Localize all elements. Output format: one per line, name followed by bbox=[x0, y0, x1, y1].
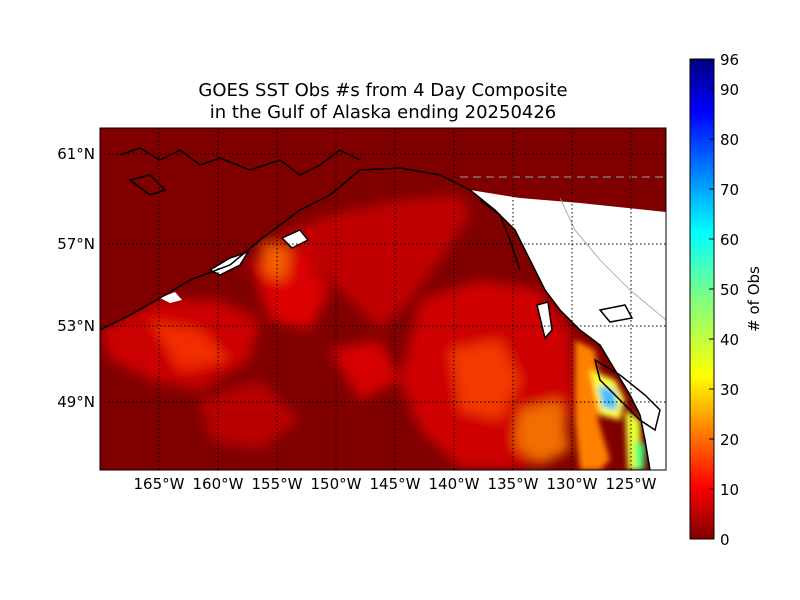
title-line-1: GOES SST Obs #s from 4 Day Composite bbox=[198, 80, 568, 101]
lon-tick: 130°W bbox=[547, 475, 598, 493]
graticule bbox=[100, 128, 666, 470]
lon-labels: 165°W 160°W 155°W 150°W 145°W 140°W 135°… bbox=[134, 475, 657, 493]
canada-land bbox=[470, 190, 666, 470]
colorbar-tick: 70 bbox=[720, 181, 739, 199]
lon-tick: 125°W bbox=[606, 475, 657, 493]
colorbar-tick: 10 bbox=[720, 481, 739, 499]
lat-labels: 61°N 57°N 53°N 49°N bbox=[57, 145, 95, 411]
lon-tick: 135°W bbox=[488, 475, 539, 493]
map-frame bbox=[99, 127, 667, 471]
colorbar-tick: 96 bbox=[720, 51, 739, 69]
colorbar-ticks bbox=[709, 88, 714, 540]
map-title: GOES SST Obs #s from 4 Day Composite in … bbox=[100, 80, 666, 124]
alaska-land bbox=[100, 128, 666, 330]
lat-tick: 49°N bbox=[57, 393, 95, 411]
lon-tick: 160°W bbox=[193, 475, 244, 493]
colorbar-tick: 60 bbox=[720, 231, 739, 249]
colorbar-tick: 0 bbox=[720, 531, 730, 549]
lon-tick: 165°W bbox=[134, 475, 185, 493]
lon-tick: 155°W bbox=[252, 475, 303, 493]
colorbar-tick: 20 bbox=[720, 431, 739, 449]
lat-tick: 57°N bbox=[57, 235, 95, 253]
lon-tick: 150°W bbox=[311, 475, 362, 493]
colorbar bbox=[689, 58, 715, 540]
colorbar-label: # of Obs bbox=[745, 266, 763, 332]
colorbar-tick: 80 bbox=[720, 131, 739, 149]
title-line-2: in the Gulf of Alaska ending 20250426 bbox=[209, 102, 557, 123]
lat-tick: 53°N bbox=[57, 317, 95, 335]
coastline bbox=[100, 147, 661, 470]
colorbar-tick: 50 bbox=[720, 281, 739, 299]
sst-field bbox=[100, 128, 666, 470]
colorbar-tick: 40 bbox=[720, 331, 739, 349]
colorbar-labels: 0 10 20 30 40 50 60 70 80 90 96 bbox=[720, 51, 739, 549]
lat-tick: 61°N bbox=[57, 145, 95, 163]
colorbar-tick: 90 bbox=[720, 81, 739, 99]
lon-tick: 145°W bbox=[370, 475, 421, 493]
colorbar-tick: 30 bbox=[720, 381, 739, 399]
lon-tick: 140°W bbox=[429, 475, 480, 493]
